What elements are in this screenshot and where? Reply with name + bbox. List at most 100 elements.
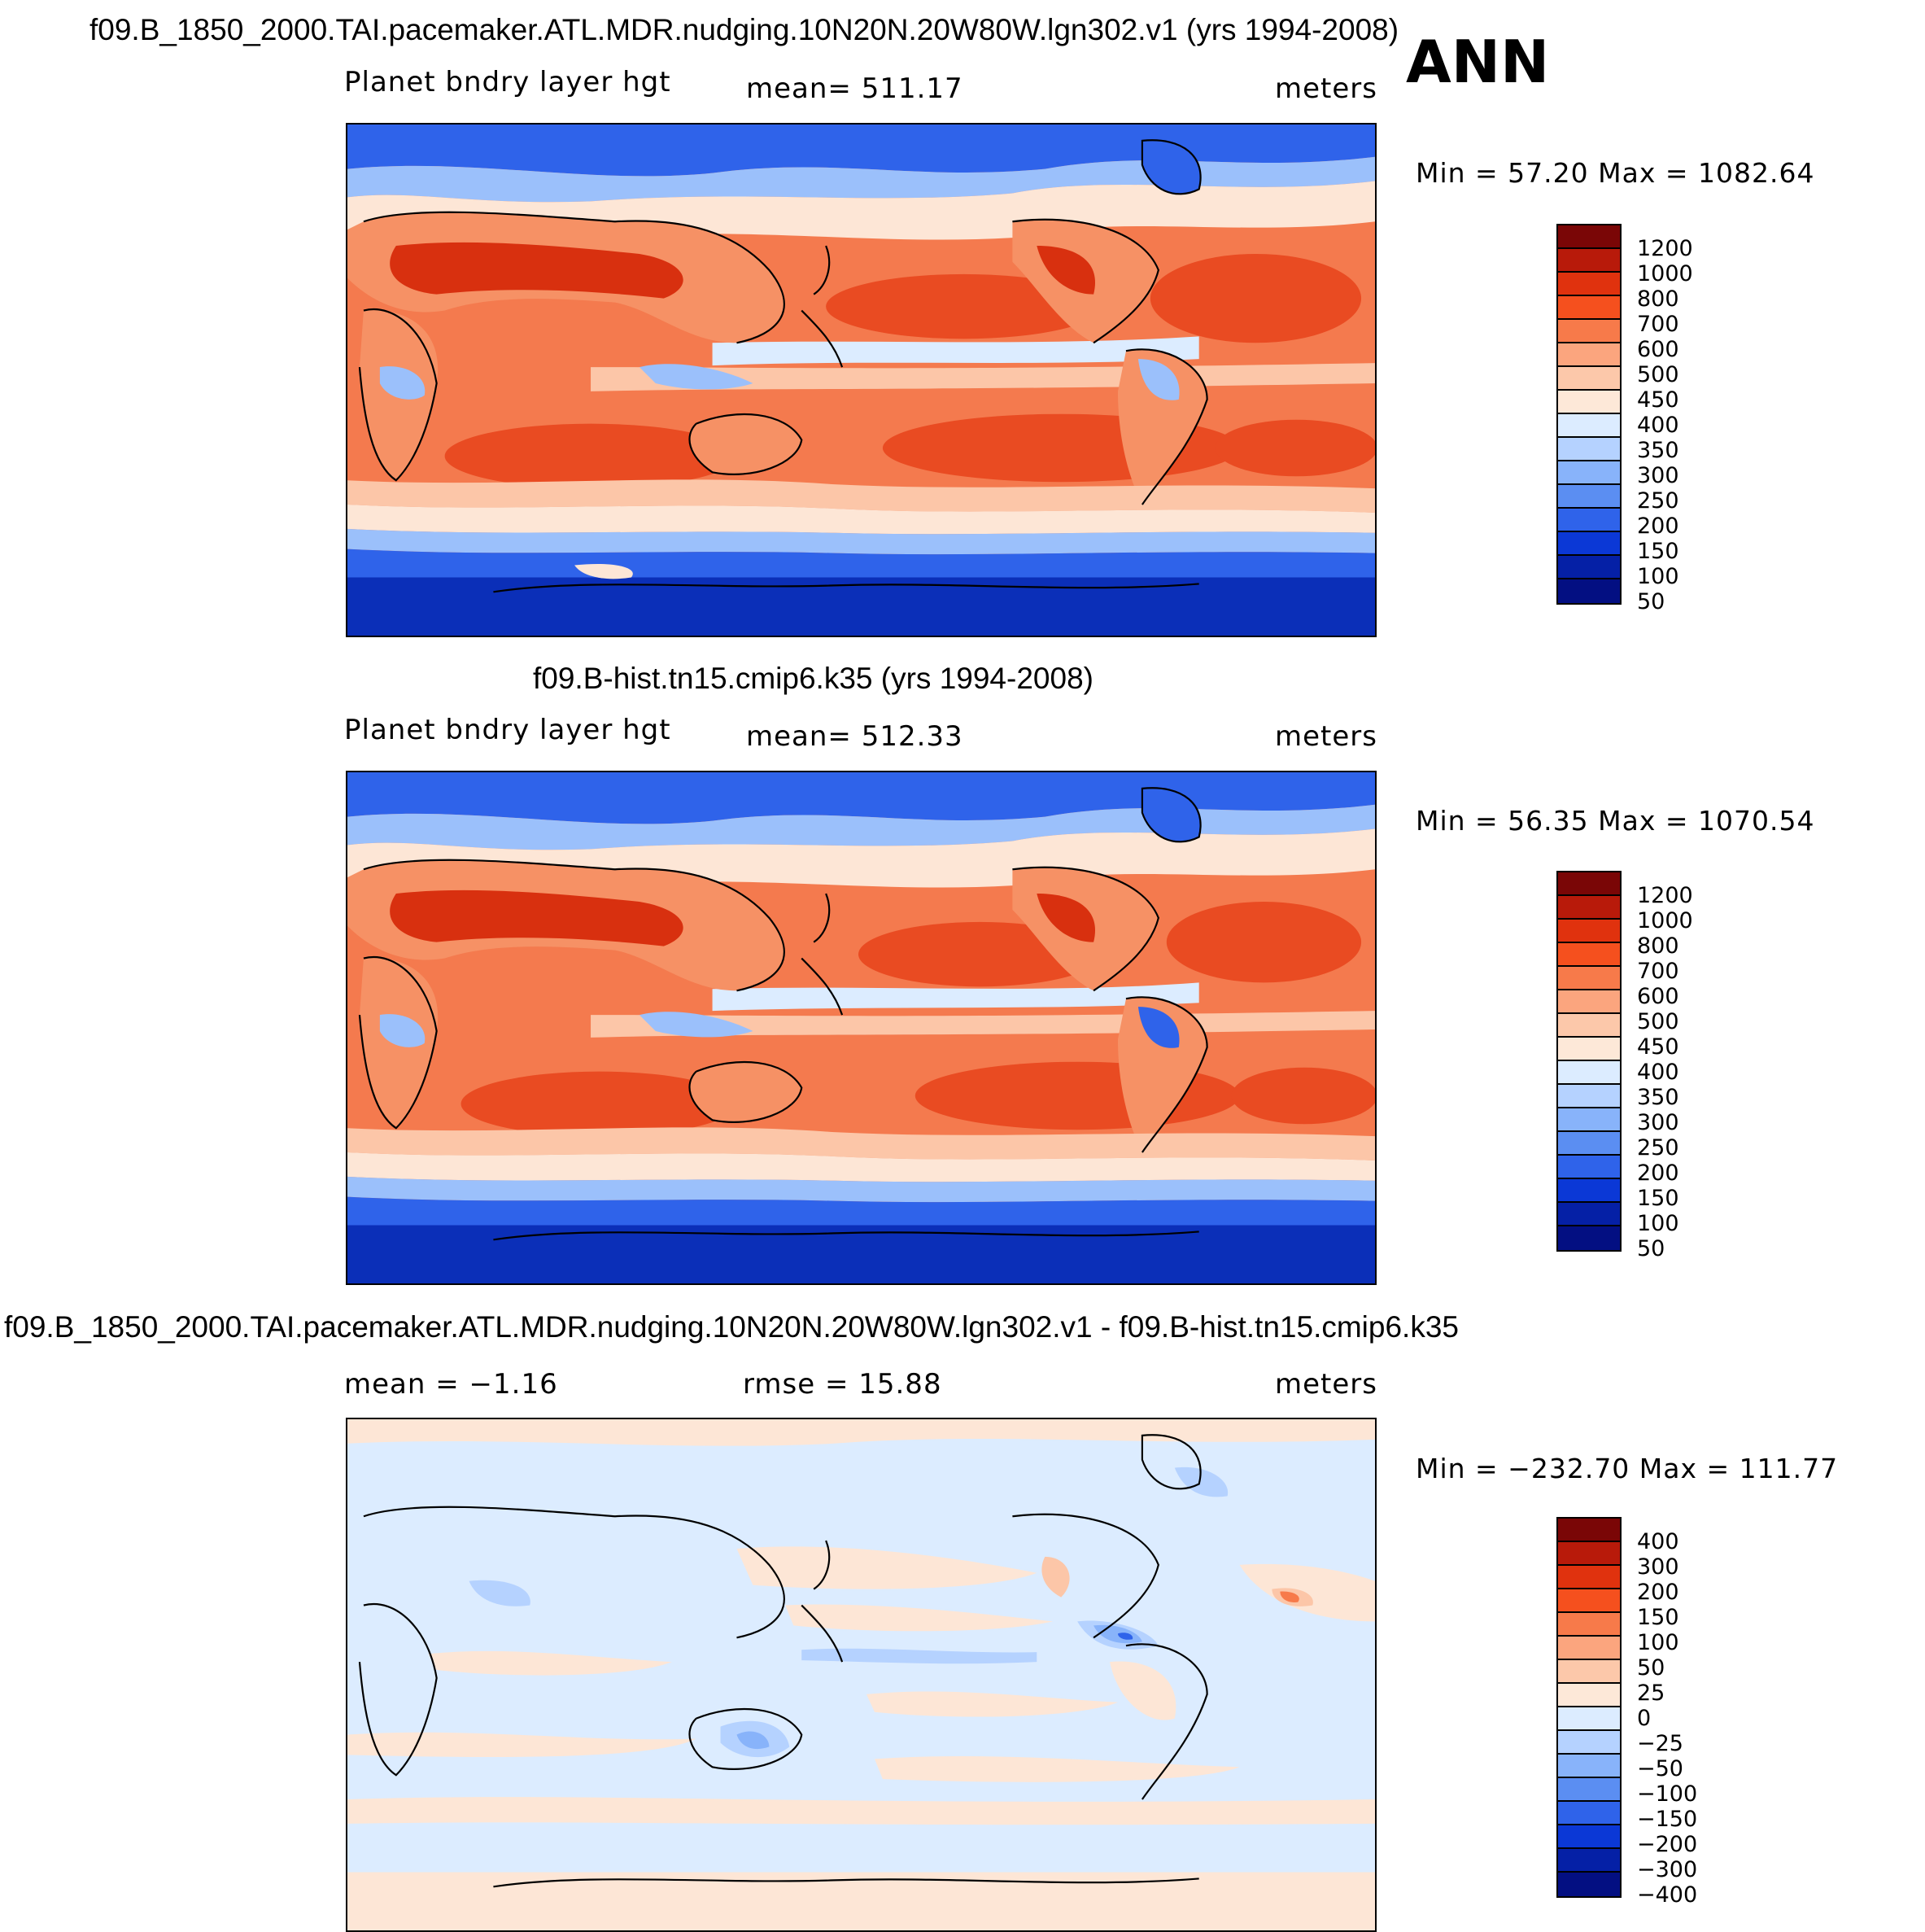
- colorbar-segment: [1558, 990, 1620, 1014]
- panel2-title: f09.B-hist.tn15.cmip6.k35 (yrs 1994-2008…: [533, 662, 1093, 695]
- panel1-units: meters: [1275, 72, 1377, 105]
- colorbar-segment: [1558, 1156, 1620, 1179]
- colorbar-tick-label: 700: [1637, 959, 1679, 984]
- panel1-mean: mean= 511.17: [746, 72, 963, 105]
- colorbar-segment: [1558, 273, 1620, 296]
- colorbar-tick-label: 50: [1637, 1236, 1665, 1261]
- colorbar-tick-label: 400: [1637, 1060, 1679, 1085]
- panel2-colorbar: [1556, 871, 1622, 1252]
- colorbar-segment: [1558, 1873, 1620, 1896]
- colorbar-tick-label: 250: [1637, 488, 1679, 514]
- colorbar-segment: [1558, 391, 1620, 414]
- colorbar-segment: [1558, 896, 1620, 920]
- panel3-mean: mean = −1.16: [344, 1368, 558, 1401]
- colorbar-segment: [1558, 1226, 1620, 1250]
- colorbar-tick-label: 300: [1637, 463, 1679, 488]
- colorbar-tick-label: 800: [1637, 933, 1679, 959]
- panel2-units: meters: [1275, 720, 1377, 753]
- colorbar-segment: [1558, 1707, 1620, 1731]
- colorbar-segment: [1558, 1179, 1620, 1203]
- colorbar-segment: [1558, 1566, 1620, 1589]
- colorbar-segment: [1558, 967, 1620, 990]
- colorbar-tick-label: −300: [1637, 1857, 1698, 1882]
- colorbar-segment: [1558, 485, 1620, 509]
- colorbar-segment: [1558, 1589, 1620, 1613]
- colorbar-segment: [1558, 1660, 1620, 1684]
- colorbar-tick-label: 450: [1637, 387, 1679, 413]
- colorbar-segment: [1558, 1203, 1620, 1226]
- colorbar-segment: [1558, 872, 1620, 896]
- colorbar-tick-label: 1000: [1637, 908, 1693, 933]
- colorbar-segment: [1558, 249, 1620, 273]
- colorbar-tick-label: −400: [1637, 1882, 1698, 1908]
- colorbar-tick-label: 25: [1637, 1681, 1665, 1706]
- colorbar-segment: [1558, 1825, 1620, 1849]
- colorbar-tick-label: 0: [1637, 1706, 1652, 1731]
- colorbar-tick-label: −100: [1637, 1781, 1698, 1807]
- panel1-map: [346, 123, 1377, 637]
- colorbar-tick-label: 300: [1637, 1110, 1679, 1135]
- panel2-mean: mean= 512.33: [746, 720, 963, 753]
- colorbar-tick-label: 300: [1637, 1554, 1679, 1580]
- colorbar-tick-label: 800: [1637, 286, 1679, 312]
- colorbar-segment: [1558, 1637, 1620, 1660]
- panel3-colorbar: [1556, 1517, 1622, 1898]
- colorbar-tick-label: 150: [1637, 539, 1679, 564]
- colorbar-segment: [1558, 1778, 1620, 1802]
- colorbar-segment: [1558, 1014, 1620, 1038]
- colorbar-tick-label: −50: [1637, 1756, 1683, 1781]
- colorbar-tick-label: 1200: [1637, 883, 1693, 908]
- colorbar-segment: [1558, 320, 1620, 343]
- colorbar-tick-label: 1000: [1637, 261, 1693, 286]
- colorbar-tick-label: 200: [1637, 1161, 1679, 1186]
- colorbar-tick-label: 400: [1637, 413, 1679, 438]
- colorbar-tick-label: 150: [1637, 1605, 1679, 1630]
- colorbar-segment: [1558, 1085, 1620, 1108]
- panel2-min-max: Min = 56.35 Max = 1070.54: [1416, 805, 1815, 837]
- colorbar-segment: [1558, 225, 1620, 249]
- panel1-variable-label: Planet bndry layer hgt: [344, 66, 671, 98]
- colorbar-segment: [1558, 367, 1620, 391]
- colorbar-segment: [1558, 1613, 1620, 1637]
- colorbar-segment: [1558, 1038, 1620, 1061]
- colorbar-segment: [1558, 556, 1620, 579]
- colorbar-segment: [1558, 461, 1620, 485]
- season-label: ANN: [1406, 28, 1550, 96]
- colorbar-segment: [1558, 296, 1620, 320]
- colorbar-tick-label: 700: [1637, 312, 1679, 337]
- colorbar-tick-label: −25: [1637, 1731, 1683, 1756]
- colorbar-segment: [1558, 1132, 1620, 1156]
- colorbar-tick-label: 100: [1637, 1211, 1679, 1236]
- colorbar-tick-label: 1200: [1637, 236, 1693, 261]
- colorbar-tick-label: 450: [1637, 1034, 1679, 1060]
- panel3-map-field: [347, 1419, 1375, 1930]
- colorbar-tick-label: 350: [1637, 1085, 1679, 1110]
- colorbar-tick-label: −150: [1637, 1807, 1698, 1832]
- colorbar-tick-label: 200: [1637, 1580, 1679, 1605]
- colorbar-segment: [1558, 943, 1620, 967]
- colorbar-tick-label: 600: [1637, 984, 1679, 1009]
- colorbar-tick-label: 500: [1637, 362, 1679, 387]
- colorbar-tick-label: 350: [1637, 438, 1679, 463]
- panel3-title: f09.B_1850_2000.TAI.pacemaker.ATL.MDR.nu…: [4, 1310, 1459, 1344]
- colorbar-tick-label: 50: [1637, 1655, 1665, 1681]
- colorbar-segment: [1558, 1542, 1620, 1566]
- panel1-map-field: [347, 125, 1375, 636]
- colorbar-segment: [1558, 532, 1620, 556]
- colorbar-tick-label: −200: [1637, 1832, 1698, 1857]
- colorbar-segment: [1558, 438, 1620, 461]
- colorbar-segment: [1558, 509, 1620, 532]
- colorbar-segment: [1558, 343, 1620, 367]
- colorbar-segment: [1558, 1731, 1620, 1755]
- panel3-min-max: Min = −232.70 Max = 111.77: [1416, 1453, 1839, 1484]
- panel1-colorbar: [1556, 224, 1622, 605]
- colorbar-segment: [1558, 1519, 1620, 1542]
- panel2-map-field: [347, 772, 1375, 1283]
- colorbar-tick-label: 400: [1637, 1529, 1679, 1554]
- colorbar-tick-label: 500: [1637, 1009, 1679, 1034]
- colorbar-segment: [1558, 414, 1620, 438]
- panel3-map: [346, 1418, 1377, 1932]
- panel2-variable-label: Planet bndry layer hgt: [344, 714, 671, 746]
- colorbar-tick-label: 250: [1637, 1135, 1679, 1161]
- panel2-map: [346, 771, 1377, 1285]
